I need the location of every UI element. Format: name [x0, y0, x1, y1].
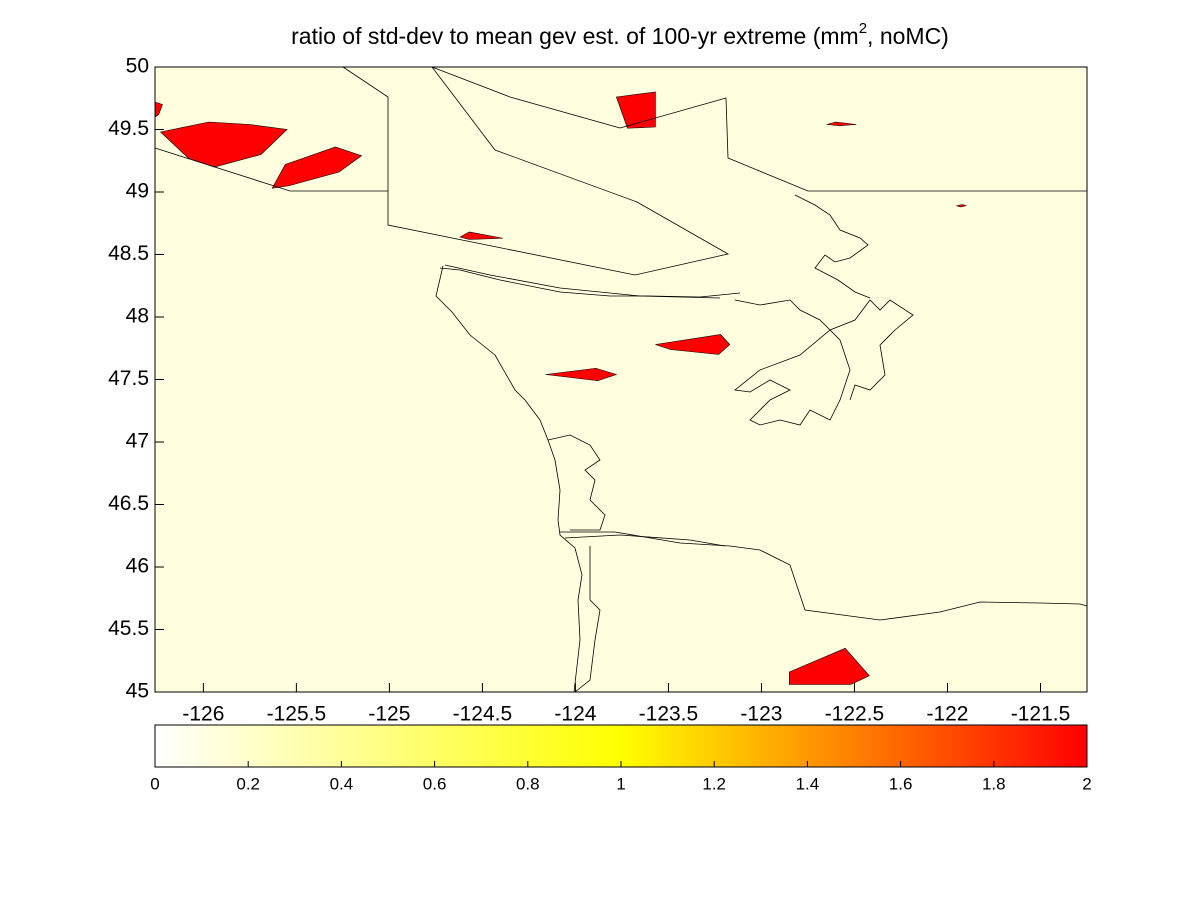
colorbar-tick-label: 0.4	[330, 774, 354, 793]
region-patch	[655, 334, 731, 355]
x-tick-label: -122	[926, 703, 968, 726]
x-tick-label: -124.5	[453, 703, 513, 726]
colorbar-tick-label: 0.2	[236, 774, 260, 793]
colorbar-tick-label: 1.8	[982, 774, 1006, 793]
region-patch	[459, 231, 503, 240]
y-tick-label: 46.5	[108, 492, 149, 515]
region-patch	[955, 204, 968, 208]
region-patch	[789, 647, 870, 685]
title-text: ratio of std-dev to mean gev est. of 100…	[291, 23, 859, 49]
y-tick-label: 45	[126, 680, 149, 703]
colorbar-tick-label: 1	[616, 774, 625, 793]
y-tick-label: 45.5	[108, 617, 149, 640]
colorbar-tick-label: 0.6	[423, 774, 447, 793]
region-patch	[271, 146, 363, 189]
region-patch	[826, 121, 857, 127]
x-tick-label: -125.5	[267, 703, 327, 726]
y-tick-label: 47	[126, 430, 149, 453]
colorbar-tick-label: 1.6	[889, 774, 913, 793]
colorbar-tick-label: 1.4	[796, 774, 820, 793]
colorbar-tick-label: 0	[150, 774, 159, 793]
x-tick-label: -126	[182, 703, 224, 726]
x-tick-label: -123	[740, 703, 782, 726]
y-tick-label: 50	[126, 55, 149, 78]
x-tick-label: -122.5	[825, 703, 885, 726]
map-area	[155, 67, 1087, 692]
colorbar	[154, 724, 1088, 768]
x-tick-label: -123.5	[639, 703, 699, 726]
colorbar-tick-label: 1.2	[702, 774, 726, 793]
region-patch	[545, 367, 618, 382]
colorbar-tick-label: 2	[1082, 774, 1091, 793]
colorbar-tick-label: 0.8	[516, 774, 540, 793]
y-tick-label: 49	[126, 180, 149, 203]
x-tick-label: -125	[368, 703, 410, 726]
y-tick-label: 48	[126, 305, 149, 328]
x-tick-label: -124	[554, 703, 596, 726]
y-tick-label: 46	[126, 555, 149, 578]
x-tick-label: -121.5	[1011, 703, 1071, 726]
y-tick-label: 49.5	[108, 117, 149, 140]
coastlines	[154, 66, 1088, 693]
chart-title: ratio of std-dev to mean gev est. of 100…	[291, 20, 949, 49]
title-text: , noMC)	[867, 23, 949, 49]
y-tick-label: 48.5	[108, 242, 149, 265]
y-tick-label: 47.5	[108, 367, 149, 390]
region-patch	[615, 91, 656, 129]
title-superscript: 2	[859, 20, 867, 37]
